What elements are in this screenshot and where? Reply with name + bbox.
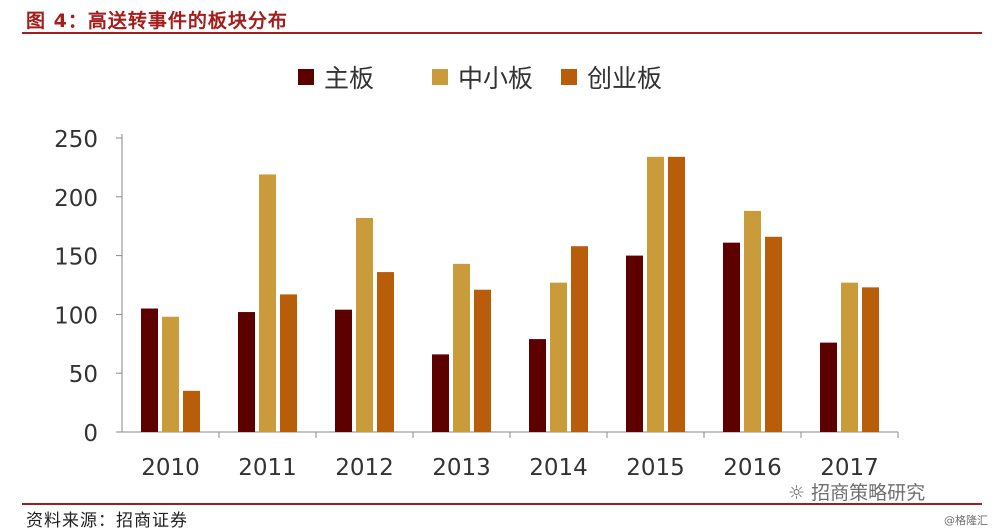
bar-2016-0: [723, 242, 740, 432]
y-tick-label: 0: [83, 421, 98, 447]
x-tick-label: 2010: [141, 455, 200, 481]
legend-label-2: 创业板: [587, 64, 662, 93]
x-tick-label: 2015: [626, 455, 685, 481]
x-tick-label: 2012: [335, 455, 394, 481]
bar-2014-2: [571, 246, 588, 432]
bar-2011-1: [259, 174, 276, 432]
bar-2015-1: [647, 156, 664, 433]
legend-label-0: 主板: [324, 64, 374, 93]
x-tick-label: 2014: [529, 455, 588, 481]
watermark-text: 招商策略研究: [811, 482, 926, 504]
x-tick-label: 2017: [820, 455, 879, 481]
bar-2014-1: [550, 282, 567, 432]
y-tick-label: 250: [54, 127, 98, 153]
bar-2016-1: [744, 210, 761, 432]
figure-title: 图 4：高送转事件的板块分布: [26, 10, 288, 32]
y-tick-label: 200: [54, 186, 98, 212]
bar-2011-0: [238, 312, 255, 432]
bar-2013-2: [474, 289, 491, 432]
bottom-rule: [22, 503, 982, 505]
wechat-watermark: ☼ 招商策略研究: [788, 478, 925, 505]
bar-chart: 0 50 100 150 200 250 2010 2011 2012 2013 2014 2015 2…: [54, 64, 899, 481]
y-tick-label: 100: [54, 303, 98, 329]
legend-swatch-0: [298, 69, 314, 85]
wechat-icon: ☼: [788, 482, 812, 504]
bar-2012-2: [377, 272, 394, 432]
bar-2014-0: [529, 339, 546, 432]
bar-2017-0: [820, 342, 837, 432]
x-tick-label: 2013: [432, 455, 491, 481]
legend-label-1: 中小板: [458, 64, 533, 93]
legend-swatch-1: [432, 69, 448, 85]
x-tick-label: 2016: [723, 455, 782, 481]
bar-2010-1: [162, 316, 179, 432]
y-tick-label: 50: [69, 362, 98, 388]
credit-text: @格隆汇: [944, 514, 988, 527]
source-note: 资料来源：招商证券: [26, 511, 188, 531]
legend-swatch-2: [561, 69, 577, 85]
bar-2016-2: [765, 236, 782, 432]
bar-2012-1: [356, 217, 373, 432]
top-rule: [22, 32, 982, 34]
bar-2011-2: [280, 294, 297, 432]
bar-2017-2: [862, 287, 879, 432]
bar-2015-0: [626, 255, 643, 432]
bar-2015-2: [668, 156, 685, 433]
y-tick-label: 150: [54, 245, 98, 271]
bar-2013-1: [453, 263, 470, 432]
bar-2010-0: [141, 308, 158, 432]
bar-2012-0: [335, 309, 352, 432]
x-tick-label: 2011: [238, 455, 297, 481]
bar-2013-0: [432, 354, 449, 432]
bar-2017-1: [841, 282, 858, 432]
bar-2010-2: [183, 390, 200, 432]
